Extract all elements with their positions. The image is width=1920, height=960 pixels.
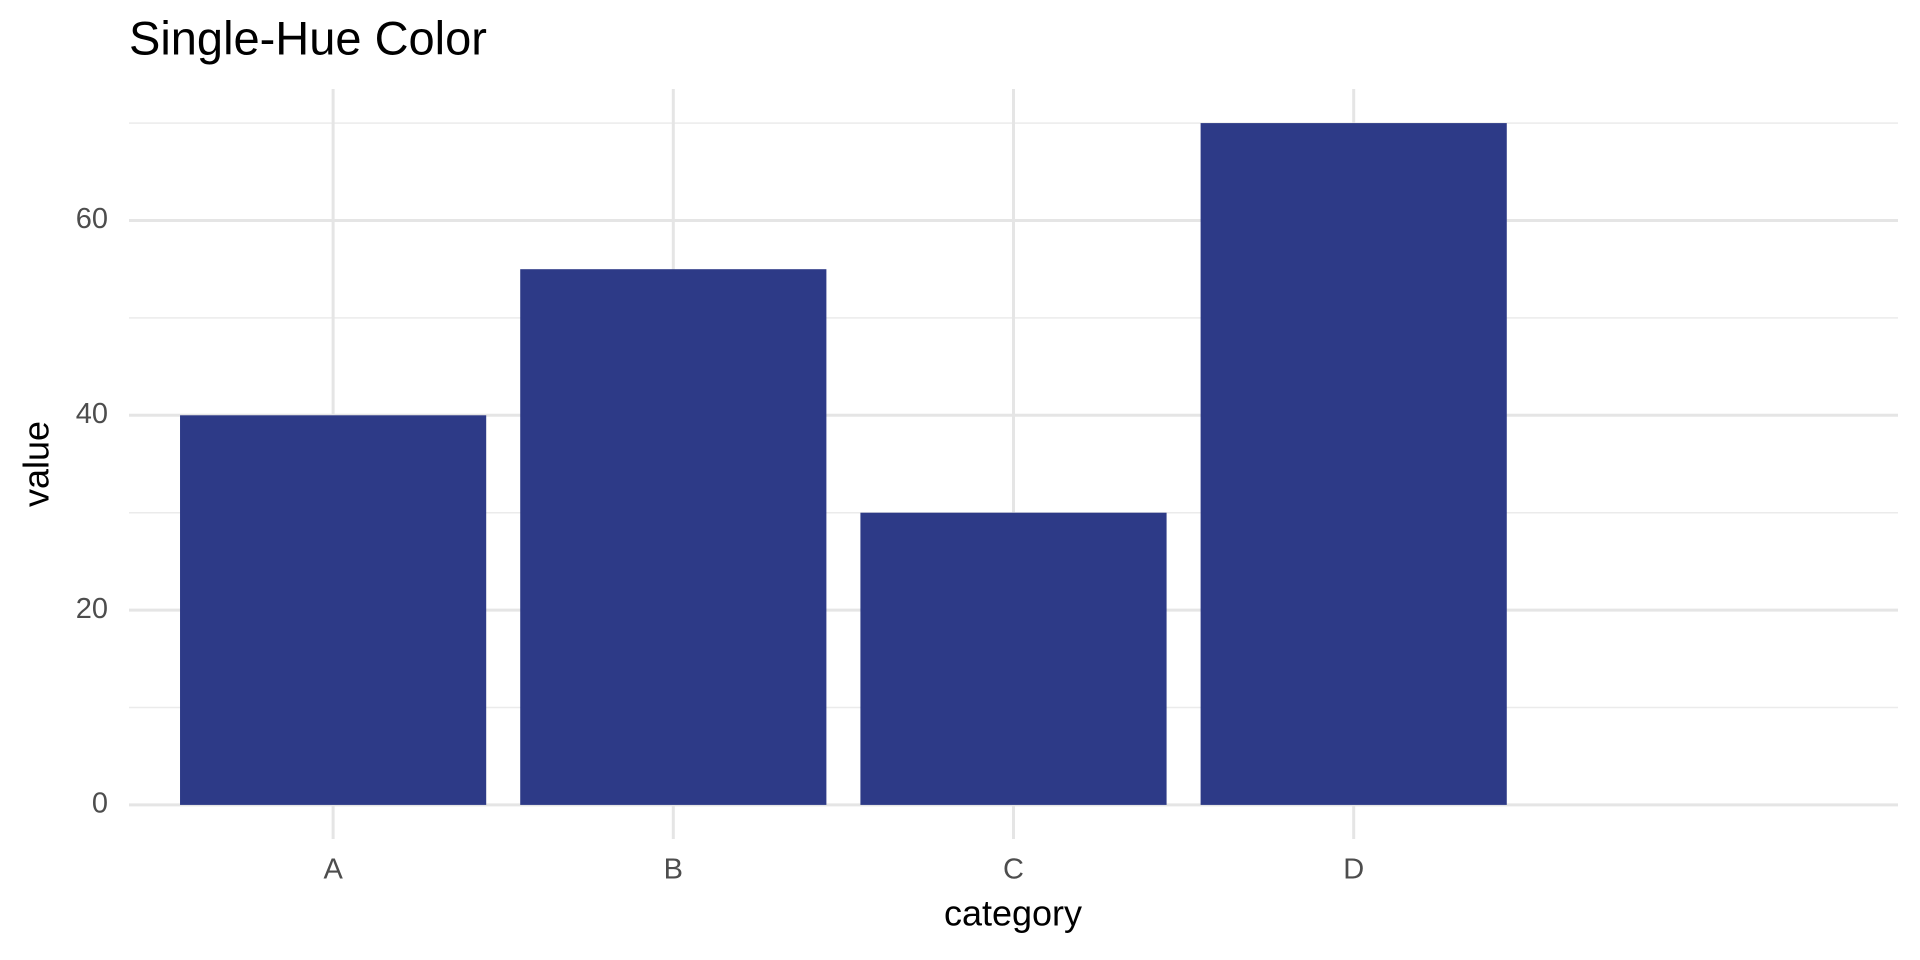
bar [1200, 123, 1507, 805]
bar [180, 415, 487, 805]
x-axis-title: category [944, 893, 1082, 934]
chart-title: Single-Hue Color [129, 11, 487, 64]
y-tick-label: 0 [92, 788, 108, 820]
x-tick-label: C [1003, 854, 1024, 886]
x-tick-label: D [1343, 854, 1364, 886]
y-axis-title: value [16, 421, 57, 507]
y-tick-label: 20 [76, 593, 108, 625]
bar [860, 512, 1167, 805]
y-tick-label: 40 [76, 398, 108, 430]
x-tick-label: A [323, 854, 343, 886]
bar [520, 269, 827, 805]
y-tick-label: 60 [76, 203, 108, 235]
x-tick-label: B [664, 854, 683, 886]
